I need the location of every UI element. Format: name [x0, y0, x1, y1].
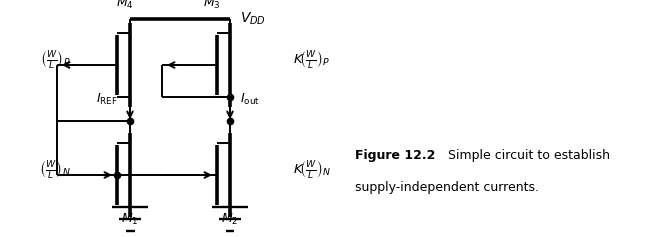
Text: $M_3$: $M_3$	[203, 0, 221, 11]
Text: Simple circuit to establish: Simple circuit to establish	[440, 149, 610, 161]
Text: $V_{DD}$: $V_{DD}$	[240, 11, 266, 27]
Text: $\left(\frac{W}{L}\right)_N$: $\left(\frac{W}{L}\right)_N$	[39, 159, 71, 181]
Text: $I_{\mathrm{out}}$: $I_{\mathrm{out}}$	[240, 91, 260, 107]
Text: $M_4$: $M_4$	[116, 0, 134, 11]
Text: $M_1$: $M_1$	[121, 212, 138, 227]
Text: $I_{\mathrm{REF}}$: $I_{\mathrm{REF}}$	[96, 91, 118, 107]
Text: Figure 12.2: Figure 12.2	[355, 149, 435, 161]
Text: $K\!\left(\frac{W}{L}\right)_N$: $K\!\left(\frac{W}{L}\right)_N$	[293, 159, 331, 181]
Text: $M_2$: $M_2$	[221, 212, 239, 227]
Text: $\left(\frac{W}{L}\right)_P$: $\left(\frac{W}{L}\right)_P$	[40, 49, 71, 71]
Text: $K\!\left(\frac{W}{L}\right)_P$: $K\!\left(\frac{W}{L}\right)_P$	[294, 49, 331, 71]
Text: supply-independent currents.: supply-independent currents.	[355, 181, 539, 193]
